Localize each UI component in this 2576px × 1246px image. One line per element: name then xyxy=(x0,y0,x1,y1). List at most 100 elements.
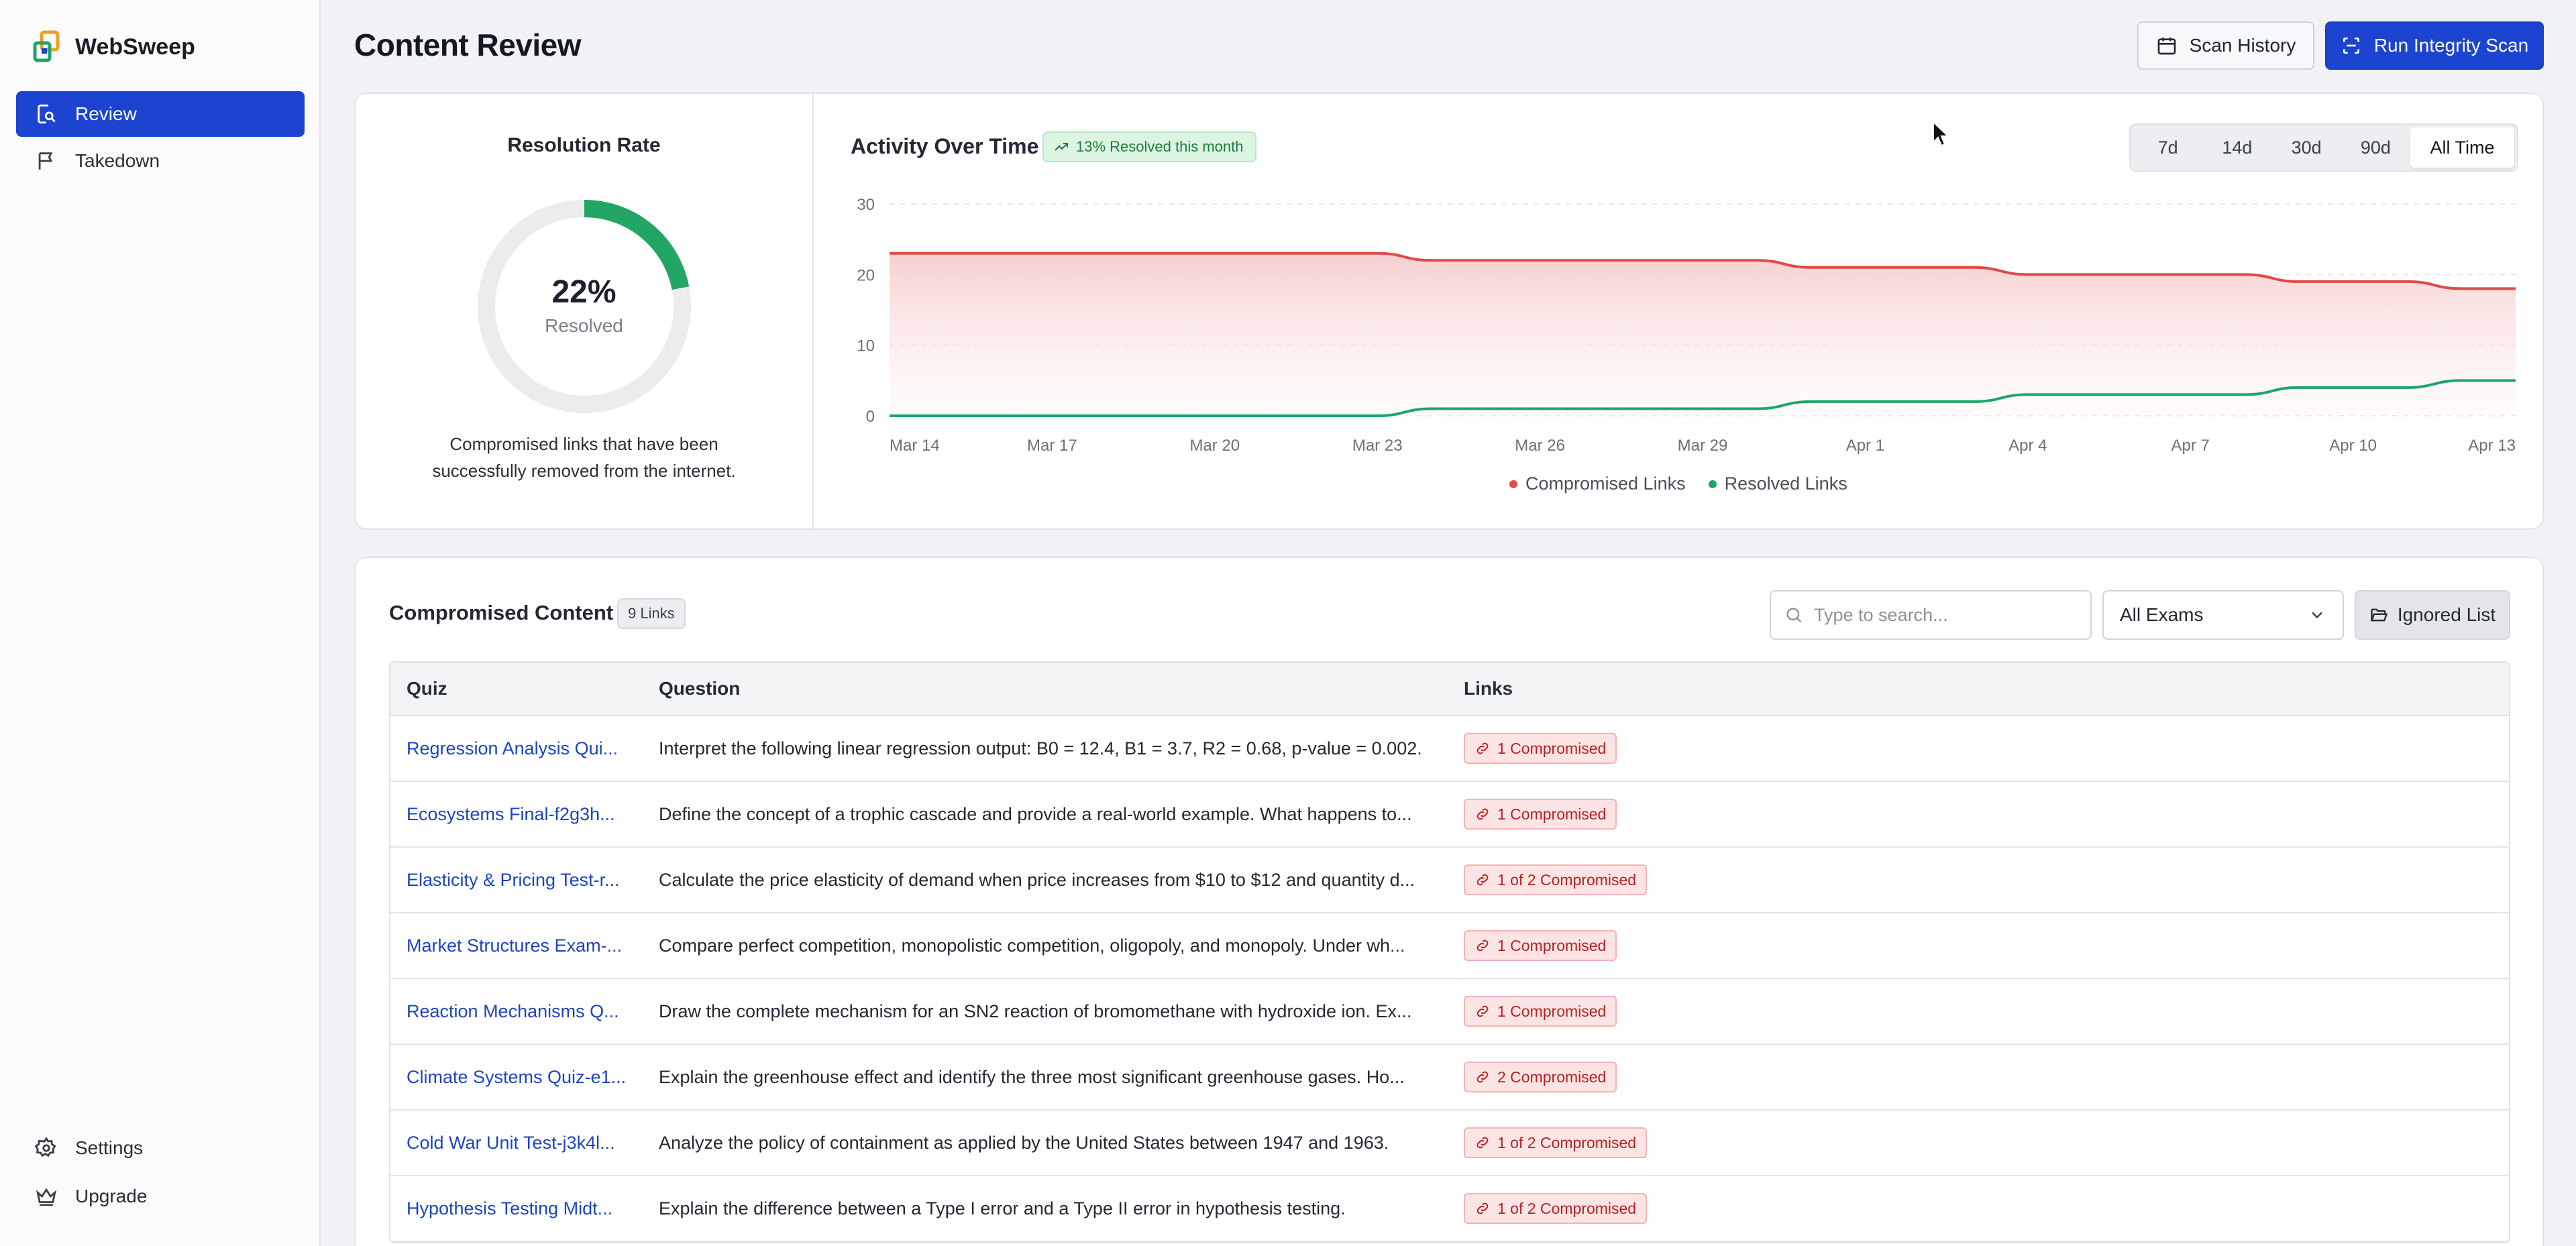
compromised-links-badge[interactable]: 1 of 2 Compromised xyxy=(1464,864,1648,895)
link-icon xyxy=(1477,742,1489,754)
compromised-links-badge[interactable]: 1 of 2 Compromised xyxy=(1464,1127,1648,1158)
link-icon xyxy=(1477,1137,1489,1149)
link-icon xyxy=(1477,808,1489,820)
column-links[interactable]: Links xyxy=(1464,678,1513,699)
trending-up-icon xyxy=(1055,143,1068,151)
x-tick-label: Mar 14 xyxy=(890,437,940,455)
x-tick-label: Mar 26 xyxy=(1515,437,1565,455)
quiz-link[interactable]: Regression Analysis Qui... xyxy=(407,738,619,758)
ignored-list-button[interactable]: Ignored List xyxy=(2355,590,2510,640)
scan-history-button[interactable]: Scan History xyxy=(2137,21,2314,70)
resolved-month-badge: 13% Resolved this month xyxy=(1042,131,1257,162)
search-box xyxy=(1770,590,2092,640)
compromised-line xyxy=(890,251,2516,290)
legend-label: Compromised Links xyxy=(1525,473,1686,494)
sidebar-item-label: Upgrade xyxy=(75,1186,148,1206)
sidebar-item-label: Review xyxy=(75,103,137,124)
table-row[interactable]: Regression Analysis Qui... Interpret the … xyxy=(390,716,2509,782)
sidebar-item-label: Takedown xyxy=(75,150,160,171)
compromised-links-text: 1 Compromised xyxy=(1497,936,1607,954)
compromised-content-title: Compromised Content xyxy=(389,601,614,624)
link-icon xyxy=(1477,874,1489,886)
table-row[interactable]: Cold War Unit Test-j3k4l... Analyze the p… xyxy=(390,1111,2509,1176)
range-30d[interactable]: 30d xyxy=(2291,137,2322,158)
websweep-logo-icon xyxy=(33,30,60,62)
link-icon xyxy=(1477,940,1489,952)
x-tick-label: Apr 1 xyxy=(1846,437,1884,455)
sidebar-item-takedown[interactable]: Takedown xyxy=(16,138,305,184)
legend-label: Resolved Links xyxy=(1724,473,1847,494)
stats-card: Resolution Rate 22% Resolved Compromised… xyxy=(354,93,2544,530)
quiz-link[interactable]: Cold War Unit Test-j3k4l... xyxy=(407,1132,615,1153)
table-row[interactable]: Reaction Mechanisms Q... Draw the complet… xyxy=(390,979,2509,1045)
resolved-line xyxy=(890,379,2516,418)
search-icon xyxy=(1786,608,1802,623)
x-tick-label: Apr 10 xyxy=(2329,437,2377,455)
table-row[interactable]: Market Structures Exam-... Compare perfec… xyxy=(390,913,2509,979)
y-tick-label: 30 xyxy=(857,196,875,214)
chevron-down-icon xyxy=(2312,612,2322,619)
quiz-link[interactable]: Hypothesis Testing Midt... xyxy=(407,1198,613,1219)
activity-chart: 0 10 20 30 Mar 14 Mar 17 Mar 20 Mar 23 Mar 26 Mar… xyxy=(857,196,2516,455)
flag-icon xyxy=(38,152,53,170)
brand[interactable]: WebSweep xyxy=(32,30,195,64)
compromised-links-badge[interactable]: 1 of 2 Compromised xyxy=(1464,1193,1648,1224)
compromised-links-badge[interactable]: 1 Compromised xyxy=(1464,733,1617,764)
table-header: Quiz Question Links xyxy=(390,663,2509,716)
page-title: Content Review xyxy=(354,27,582,62)
compromised-links-badge[interactable]: 1 Compromised xyxy=(1464,799,1617,830)
compromised-links-badge[interactable]: 1 Compromised xyxy=(1464,996,1617,1027)
resolution-rate-title: Resolution Rate xyxy=(507,134,661,156)
range-all-time[interactable]: All Time xyxy=(2410,127,2514,168)
range-14d[interactable]: 14d xyxy=(2222,137,2253,158)
question-text: Explain the greenhouse effect and identi… xyxy=(659,1066,1405,1087)
chart-legend: Compromised Links Resolved Links xyxy=(1509,473,1847,494)
time-range-selector: 7d 14d 30d 90d All Time xyxy=(2129,123,2518,172)
compromised-links-text: 1 Compromised xyxy=(1497,805,1607,823)
x-tick-label: Mar 20 xyxy=(1189,437,1240,455)
column-quiz[interactable]: Quiz xyxy=(407,678,447,699)
run-integrity-scan-button[interactable]: Run Integrity Scan xyxy=(2325,21,2544,70)
range-7d[interactable]: 7d xyxy=(2157,137,2178,158)
compromised-links-badge[interactable]: 2 Compromised xyxy=(1464,1062,1617,1092)
link-icon xyxy=(1477,1202,1489,1214)
quiz-link[interactable]: Elasticity & Pricing Test-r... xyxy=(407,869,620,890)
exam-filter-select[interactable]: All Exams xyxy=(2102,590,2344,640)
folder-open-icon xyxy=(2370,608,2388,622)
table-body: Regression Analysis Qui... Interpret the … xyxy=(390,716,2509,1242)
compromised-links-badge[interactable]: 1 Compromised xyxy=(1464,930,1617,961)
sidebar-item-label: Settings xyxy=(75,1137,144,1158)
quiz-link[interactable]: Ecosystems Final-f2g3h... xyxy=(407,803,615,824)
divider xyxy=(812,94,814,528)
review-search-icon xyxy=(38,104,56,124)
range-90d[interactable]: 90d xyxy=(2360,137,2391,158)
mouse-cursor-icon xyxy=(1933,121,1950,147)
sidebar-item-upgrade[interactable]: Upgrade xyxy=(16,1174,305,1219)
table-row[interactable]: Elasticity & Pricing Test-r... Calculate … xyxy=(390,848,2509,913)
compromised-links-text: 1 Compromised xyxy=(1497,739,1607,757)
y-tick-label: 20 xyxy=(857,266,875,284)
sidebar-item-review[interactable]: Review xyxy=(16,91,305,137)
legend-resolved: Resolved Links xyxy=(1708,473,1847,494)
sidebar-item-settings[interactable]: Settings xyxy=(16,1125,305,1171)
search-input[interactable] xyxy=(1814,604,2082,626)
resolved-arc xyxy=(584,200,690,290)
table-row[interactable]: Ecosystems Final-f2g3h... Define the conc… xyxy=(390,782,2509,848)
compromised-links-text: 1 of 2 Compromised xyxy=(1497,1199,1637,1217)
quiz-link[interactable]: Climate Systems Quiz-e1... xyxy=(407,1066,627,1087)
compromised-table: Quiz Question Links Regression Analysis … xyxy=(389,661,2510,1243)
quiz-link[interactable]: Reaction Mechanisms Q... xyxy=(407,1001,619,1021)
quiz-link[interactable]: Market Structures Exam-... xyxy=(407,935,623,956)
crown-icon xyxy=(36,1188,56,1206)
x-tick-label: Apr 13 xyxy=(2468,437,2516,455)
resolution-description: Compromised links that have been success… xyxy=(432,434,736,481)
resolution-percent: 22% xyxy=(551,274,616,310)
compromised-links-text: 1 Compromised xyxy=(1497,1002,1607,1020)
table-row[interactable]: Hypothesis Testing Midt... Explain the di… xyxy=(390,1176,2509,1242)
compromised-content-card: Compromised Content 9 Links All Exams Ig… xyxy=(354,557,2544,1246)
resolution-sub-label: Resolved xyxy=(545,315,623,336)
table-row[interactable]: Climate Systems Quiz-e1... Explain the gr… xyxy=(390,1045,2509,1111)
compromised-links-text: 1 of 2 Compromised xyxy=(1497,1133,1637,1151)
scan-icon xyxy=(2343,38,2359,54)
column-question[interactable]: Question xyxy=(659,678,741,699)
